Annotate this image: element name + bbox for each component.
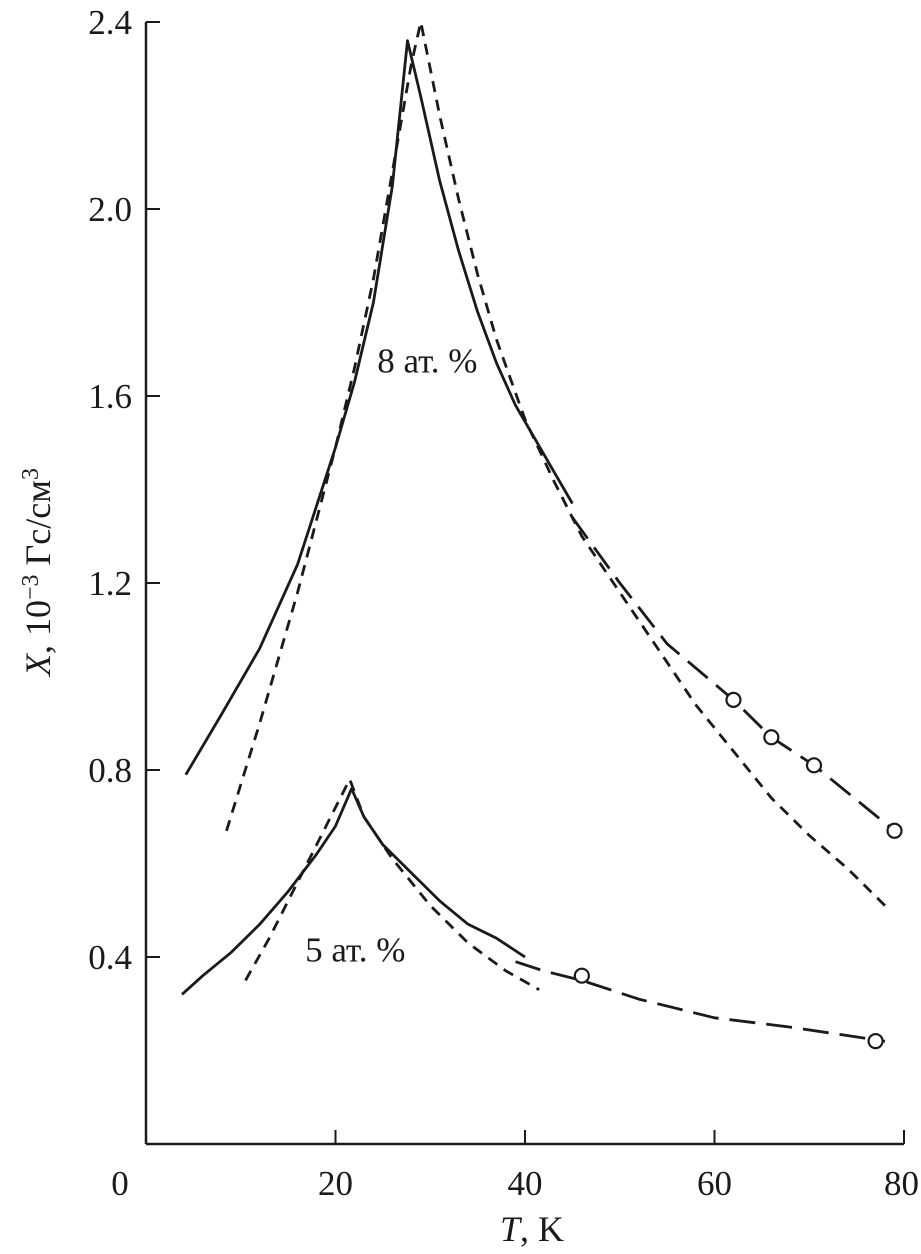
- series-line-2: [225, 20, 886, 907]
- x-tick-label: 60: [697, 1164, 732, 1203]
- series-line-4: [181, 787, 526, 996]
- y-tick-label: 0.4: [88, 938, 132, 977]
- plot-area: [144, 22, 904, 1146]
- data-point-marker: [886, 822, 903, 839]
- data-point-marker: [867, 1033, 884, 1050]
- series-line-3: [571, 516, 896, 832]
- x-ticks: 0 20 40 60 80: [111, 1130, 919, 1203]
- series-line-1: [184, 39, 574, 776]
- marker-layer: [573, 691, 903, 1050]
- data-point-marker: [763, 729, 780, 746]
- y-tick-label: 2.0: [88, 190, 132, 229]
- series-line-5: [244, 777, 540, 991]
- y-ticks: 0.4 0.8 1.2 1.6 2.0 2.4: [88, 3, 160, 977]
- curve-label: 8 ат. %: [377, 342, 477, 381]
- series-layer: [181, 20, 896, 1043]
- data-point-marker: [805, 757, 823, 774]
- x-tick-label: 0: [111, 1164, 129, 1203]
- annotations: 8 ат. % 5 ат. %: [305, 342, 477, 970]
- data-point-marker: [573, 967, 590, 984]
- curve-label: 5 ат. %: [305, 931, 405, 970]
- y-tick-label: 2.4: [88, 3, 132, 42]
- y-axis-label: X, 10−3 Гс/см3: [18, 468, 58, 678]
- y-tick-label: 1.6: [88, 377, 132, 416]
- x-tick-label: 20: [318, 1164, 353, 1203]
- data-point-marker: [725, 691, 742, 708]
- series-line-6: [515, 960, 886, 1043]
- y-tick-label: 0.8: [88, 751, 132, 790]
- y-tick-label: 1.2: [88, 564, 132, 603]
- x-tick-label: 80: [884, 1164, 919, 1203]
- x-axis-label: T, K: [500, 1209, 564, 1249]
- x-tick-label: 40: [508, 1164, 543, 1203]
